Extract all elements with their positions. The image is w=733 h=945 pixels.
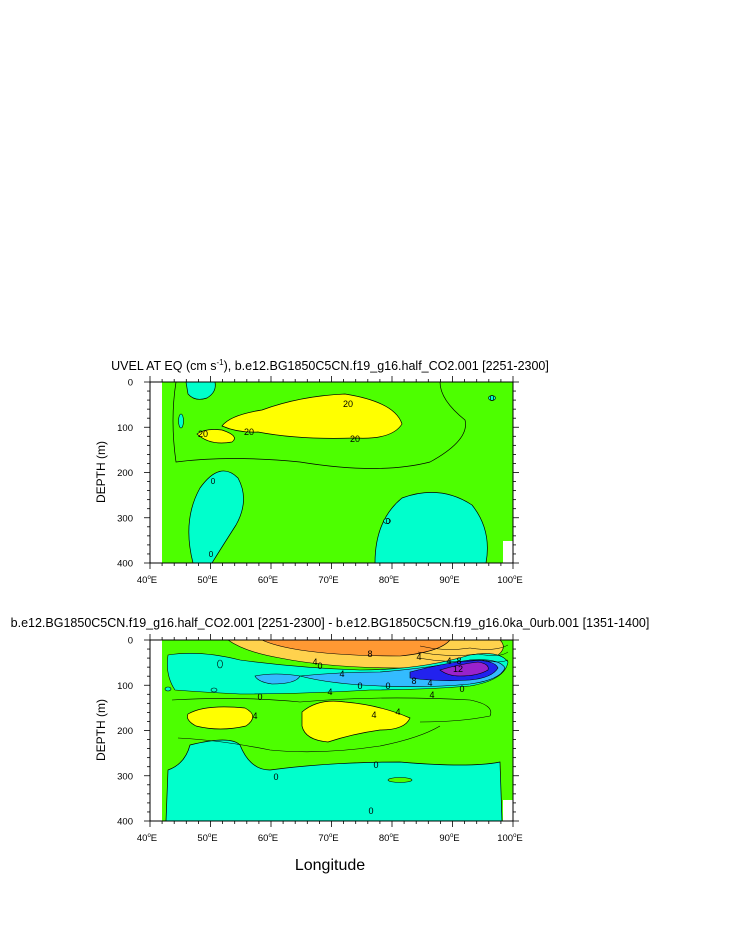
y-tick-label: 0: [128, 378, 133, 389]
contour-region-cyan: [165, 739, 503, 822]
contour-region-cyan: [178, 413, 184, 429]
contour-label: 20: [244, 427, 254, 437]
contour-label: 0: [373, 760, 378, 770]
contour-region-cyan: [488, 395, 496, 401]
contour-label: 4: [327, 687, 332, 697]
x-tick-label: 100oE: [497, 833, 523, 844]
contour-label: 20: [198, 429, 208, 439]
x-tick-label: 60oE: [258, 833, 278, 844]
x-tick-label: 100oE: [497, 575, 523, 586]
y-axis-label: DEPTH (m): [94, 699, 108, 761]
contour-label: 0: [368, 806, 373, 816]
contour-region-purple: [439, 661, 489, 677]
panel-bottom-field: 4 8 4 4 4 0 0 0 4 8 4 8 12 4 4 4 4 0 0 0…: [150, 639, 513, 822]
contour-label: 20: [343, 399, 353, 409]
x-tick-label: 70oE: [318, 833, 338, 844]
y-tick-label: 300: [117, 771, 133, 782]
contour-region-cyan: [387, 777, 413, 783]
contour-line-zero: [172, 381, 466, 469]
contour-region-yellow: [187, 706, 254, 730]
contour-label: 0: [386, 517, 391, 526]
x-tick-label: 40oE: [137, 575, 157, 586]
contour-label: 4: [395, 707, 400, 717]
x-tick-label: 50oE: [197, 833, 217, 844]
contour-region-yellow: [301, 700, 411, 743]
contour-label: 20: [350, 434, 360, 444]
contour-label: 0: [459, 684, 464, 694]
x-axis: 40oE 50oE 60oE 70oE 80oE 90oE 100oE: [137, 634, 523, 844]
contour-label: 4: [429, 690, 434, 700]
contour-line: [177, 725, 441, 753]
contour-region-cyan: [254, 673, 301, 685]
x-tick-label: 60oE: [258, 575, 278, 586]
y-tick-label: 200: [117, 468, 133, 479]
contour-label: 4: [446, 656, 451, 666]
y-tick-label: 400: [117, 559, 133, 570]
contour-label: 8: [367, 649, 372, 659]
contour-label: 0: [211, 477, 216, 486]
contour-label: 8: [456, 656, 461, 666]
y-tick-label: 300: [117, 513, 133, 524]
x-tick-label: 70oE: [318, 575, 338, 586]
contour-label: 0: [257, 692, 262, 702]
contour-region-cyan: [185, 381, 216, 400]
contour-region-cyan: [383, 518, 391, 524]
x-tick-label: 80oE: [379, 575, 399, 586]
contour-line: [417, 651, 509, 656]
x-tick-label: 40oE: [137, 833, 157, 844]
contour-label: 4: [252, 711, 257, 721]
y-tick-label: 400: [117, 817, 133, 828]
contour-label: 4: [312, 657, 317, 667]
panel-top-title: UVEL AT EQ (cm s-1), b.e12.BG1850C5CN.f1…: [111, 358, 549, 373]
contour-label: 4: [371, 710, 376, 720]
field-gap-white-right: [503, 541, 513, 563]
contour-label: 4: [427, 678, 432, 688]
contour-line: [417, 657, 509, 663]
y-axis-label: DEPTH (m): [94, 441, 108, 503]
x-tick-label: 80oE: [379, 833, 399, 844]
field-gap-white: [150, 382, 162, 563]
y-tick-label: 100: [117, 681, 133, 692]
contour-label: 4: [339, 669, 344, 679]
panel-top: UVEL AT EQ (cm s-1), b.e12.BG1850C5CN.f1…: [94, 358, 549, 586]
contour-label: 0: [209, 550, 214, 559]
contour-label: 0: [385, 681, 390, 691]
contour-region-cyan: [210, 687, 218, 693]
field-gap-white-right: [503, 800, 513, 821]
contour-label: 12: [453, 664, 463, 674]
panel-bottom: b.e12.BG1850C5CN.f19_g16.half_CO2.001 [2…: [11, 616, 650, 844]
x-axis-title: Longitude: [295, 857, 365, 874]
x-tick-label: 50oE: [197, 575, 217, 586]
contour-line: [171, 697, 492, 723]
contour-region-cyan: [217, 659, 223, 669]
contour-region-cyan: [188, 470, 244, 564]
x-axis: 40oE 50oE 60oE 70oE 80oE 90oE 100oE: [137, 376, 523, 586]
x-tick-label: 90oE: [439, 575, 459, 586]
x-tick-label: 90oE: [439, 833, 459, 844]
contour-label: 0: [490, 394, 495, 403]
contour-label: 4: [416, 652, 421, 662]
contour-line: [419, 644, 509, 650]
y-tick-label: 100: [117, 423, 133, 434]
contour-region-cyan: [164, 686, 172, 692]
y-tick-label: 200: [117, 726, 133, 737]
contour-label: 0: [357, 681, 362, 691]
contour-label: 0: [317, 661, 322, 671]
panel-bottom-title: b.e12.BG1850C5CN.f19_g16.half_CO2.001 [2…: [11, 616, 650, 630]
field-gap-white: [150, 640, 162, 821]
contour-label: 0: [273, 772, 278, 782]
contour-region-cyan: [374, 492, 488, 564]
contour-region-yellow: [196, 429, 235, 444]
y-tick-label: 0: [128, 636, 133, 647]
panel-top-field: 20 20 20 20 0 0 0 0: [150, 381, 513, 564]
contour-label: 8: [411, 676, 416, 686]
contour-region-yellow: [221, 393, 403, 439]
contour-region-orange: [261, 639, 451, 657]
